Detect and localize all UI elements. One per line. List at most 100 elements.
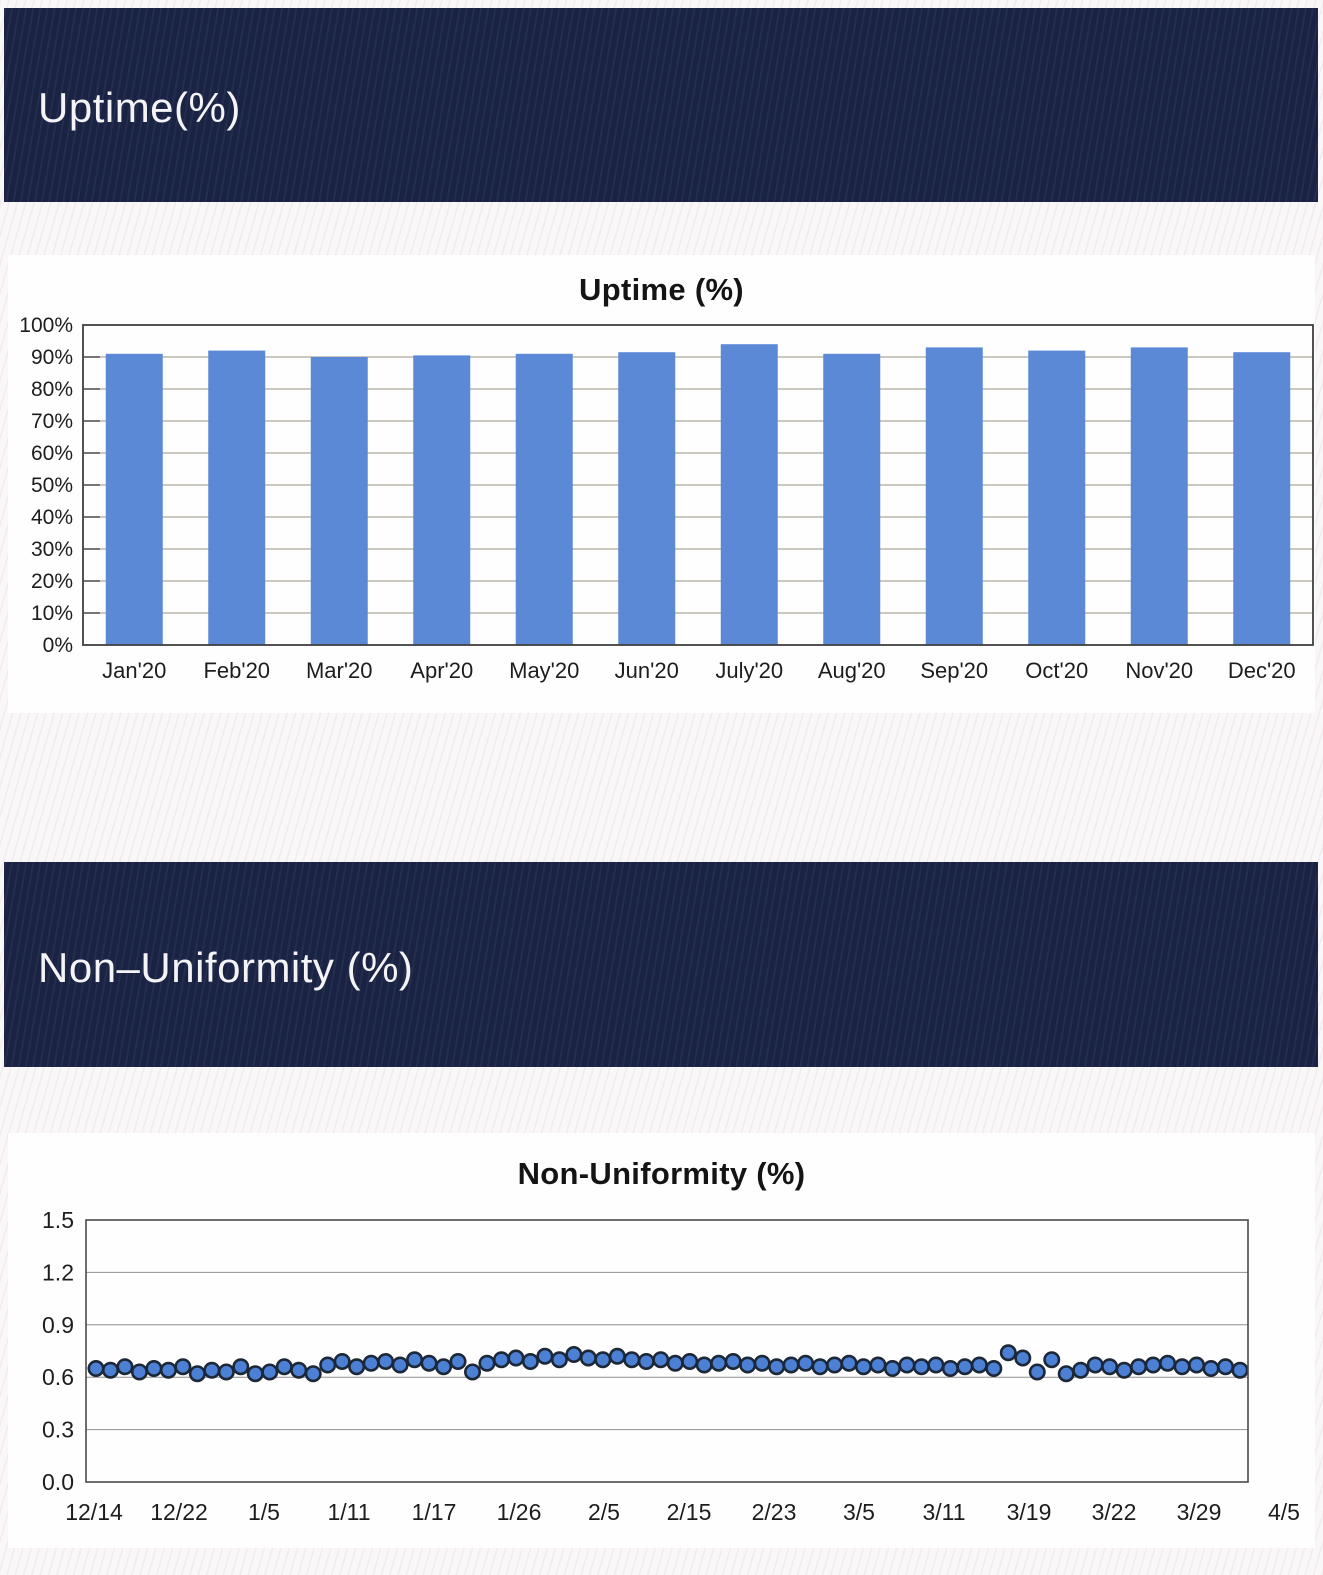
y-axis-label: 10% — [31, 602, 73, 625]
plot-border — [85, 1219, 1249, 1483]
scatter-point — [565, 1345, 583, 1363]
scatter-point — [116, 1358, 134, 1376]
uptime-bar — [515, 353, 573, 645]
scatter-point — [797, 1354, 815, 1372]
scatter-point — [1144, 1356, 1162, 1374]
x-axis-label: 1/17 — [412, 1499, 457, 1525]
scatter-point — [348, 1358, 366, 1376]
uptime-bar — [720, 344, 778, 645]
scatter-point — [391, 1356, 409, 1374]
x-axis-label: 12/22 — [150, 1499, 208, 1525]
scatter-point — [290, 1361, 308, 1379]
x-axis-label: 1/26 — [497, 1499, 542, 1525]
scatter-point — [1043, 1351, 1061, 1369]
scatter-point — [304, 1365, 322, 1383]
scatter-point — [1028, 1363, 1046, 1381]
y-axis-label: 0.6 — [42, 1364, 74, 1390]
scatter-point — [840, 1354, 858, 1372]
scatter-point — [753, 1354, 771, 1372]
scatter-point — [319, 1356, 337, 1374]
uptime-chart-card: Uptime (%) 0% 10% 20% 30% 40% 50% 60% 70% 80% 90%… — [8, 255, 1315, 713]
scatter-point — [1159, 1354, 1177, 1372]
x-axis-label: 3/5 — [843, 1499, 875, 1525]
scatter-point — [1217, 1358, 1235, 1376]
nonuniformity-chart-card: Non-Uniformity (%) 0.0 0.3 0.6 0.9 1.2 1.5 12/… — [8, 1133, 1315, 1548]
scatter-point — [1231, 1361, 1249, 1379]
scatter-point — [768, 1358, 786, 1376]
uptime-bar — [618, 352, 676, 645]
y-axis-label: 0.3 — [42, 1417, 74, 1443]
scatter-point — [1188, 1356, 1206, 1374]
scatter-point — [869, 1356, 887, 1374]
uptime-bar — [1233, 352, 1291, 645]
scatter-point — [739, 1356, 757, 1374]
y-axis-label: 20% — [31, 570, 73, 593]
x-axis-label: Aug'20 — [818, 658, 886, 683]
scatter-point — [854, 1358, 872, 1376]
scatter-point — [883, 1359, 901, 1377]
y-axis-label: 0.0 — [42, 1469, 74, 1495]
uptime-bar-chart: 0% 10% 20% 30% 40% 50% 60% 70% 80% 90% 100% Jan'20 F… — [19, 314, 1314, 683]
nonuniformity-chart-title: Non-Uniformity (%) — [517, 1156, 806, 1191]
x-axis-label: Mar'20 — [306, 658, 373, 683]
scatter-point — [246, 1365, 264, 1383]
scatter-point — [623, 1351, 641, 1369]
scatter-point — [1101, 1358, 1119, 1376]
scatter-point — [232, 1358, 250, 1376]
x-axis-label: 12/14 — [65, 1499, 123, 1525]
scatter-point — [275, 1358, 293, 1376]
x-axis-label: Feb'20 — [203, 658, 270, 683]
x-axis-label: 1/5 — [248, 1499, 280, 1525]
y-axis-label: 1.5 — [42, 1207, 74, 1233]
scatter-point — [999, 1344, 1017, 1362]
x-axis-label: 4/5 — [1268, 1499, 1300, 1525]
scatter-point — [1072, 1361, 1090, 1379]
scatter-point — [1130, 1358, 1148, 1376]
nonuniformity-header-band: Non–Uniformity (%) — [4, 862, 1318, 1067]
uptime-bar — [925, 347, 983, 645]
scatter-point — [536, 1347, 554, 1365]
x-axis-label: Jun'20 — [615, 658, 679, 683]
x-axis-label: 2/23 — [752, 1499, 797, 1525]
scatter-point — [492, 1351, 510, 1369]
scatter-point — [1057, 1365, 1075, 1383]
scatter-point — [811, 1358, 829, 1376]
y-axis-label: 0% — [43, 634, 73, 657]
x-axis-label: Apr'20 — [410, 658, 473, 683]
uptime-bar — [413, 355, 471, 645]
x-axis-label: 3/19 — [1007, 1499, 1052, 1525]
scatter-point — [1014, 1349, 1032, 1367]
scatter-point — [710, 1354, 728, 1372]
x-axis-label: Sep'20 — [920, 658, 988, 683]
scatter-point — [826, 1356, 844, 1374]
scatter-point — [985, 1359, 1003, 1377]
uptime-header-band: Uptime(%) — [4, 8, 1318, 202]
x-axis-label: 3/11 — [922, 1499, 965, 1525]
scatter-point — [333, 1352, 351, 1370]
scatter-point — [435, 1358, 453, 1376]
uptime-bar — [823, 353, 881, 645]
scatter-point — [130, 1363, 148, 1381]
scatter-point — [1173, 1358, 1191, 1376]
uptime-bar — [1130, 347, 1188, 645]
scatter-point — [159, 1361, 177, 1379]
scatter-point — [637, 1352, 655, 1370]
x-axis-label: 3/22 — [1092, 1499, 1137, 1525]
scatter-point — [521, 1352, 539, 1370]
scatter-point — [261, 1363, 279, 1381]
scatter-point — [941, 1359, 959, 1377]
y-axis-label: 30% — [31, 538, 73, 561]
uptime-band-title: Uptime(%) — [38, 84, 241, 131]
scatter-point — [724, 1352, 742, 1370]
x-axis-label: Nov'20 — [1125, 658, 1193, 683]
scatter-point — [217, 1363, 235, 1381]
scatter-point — [579, 1349, 597, 1367]
uptime-bar — [105, 353, 163, 645]
scatter-point — [970, 1356, 988, 1374]
y-axis-label: 60% — [31, 442, 73, 465]
scatter-point — [898, 1356, 916, 1374]
scatter-point — [927, 1356, 945, 1374]
scatter-point — [1086, 1356, 1104, 1374]
scatter-point — [377, 1352, 395, 1370]
